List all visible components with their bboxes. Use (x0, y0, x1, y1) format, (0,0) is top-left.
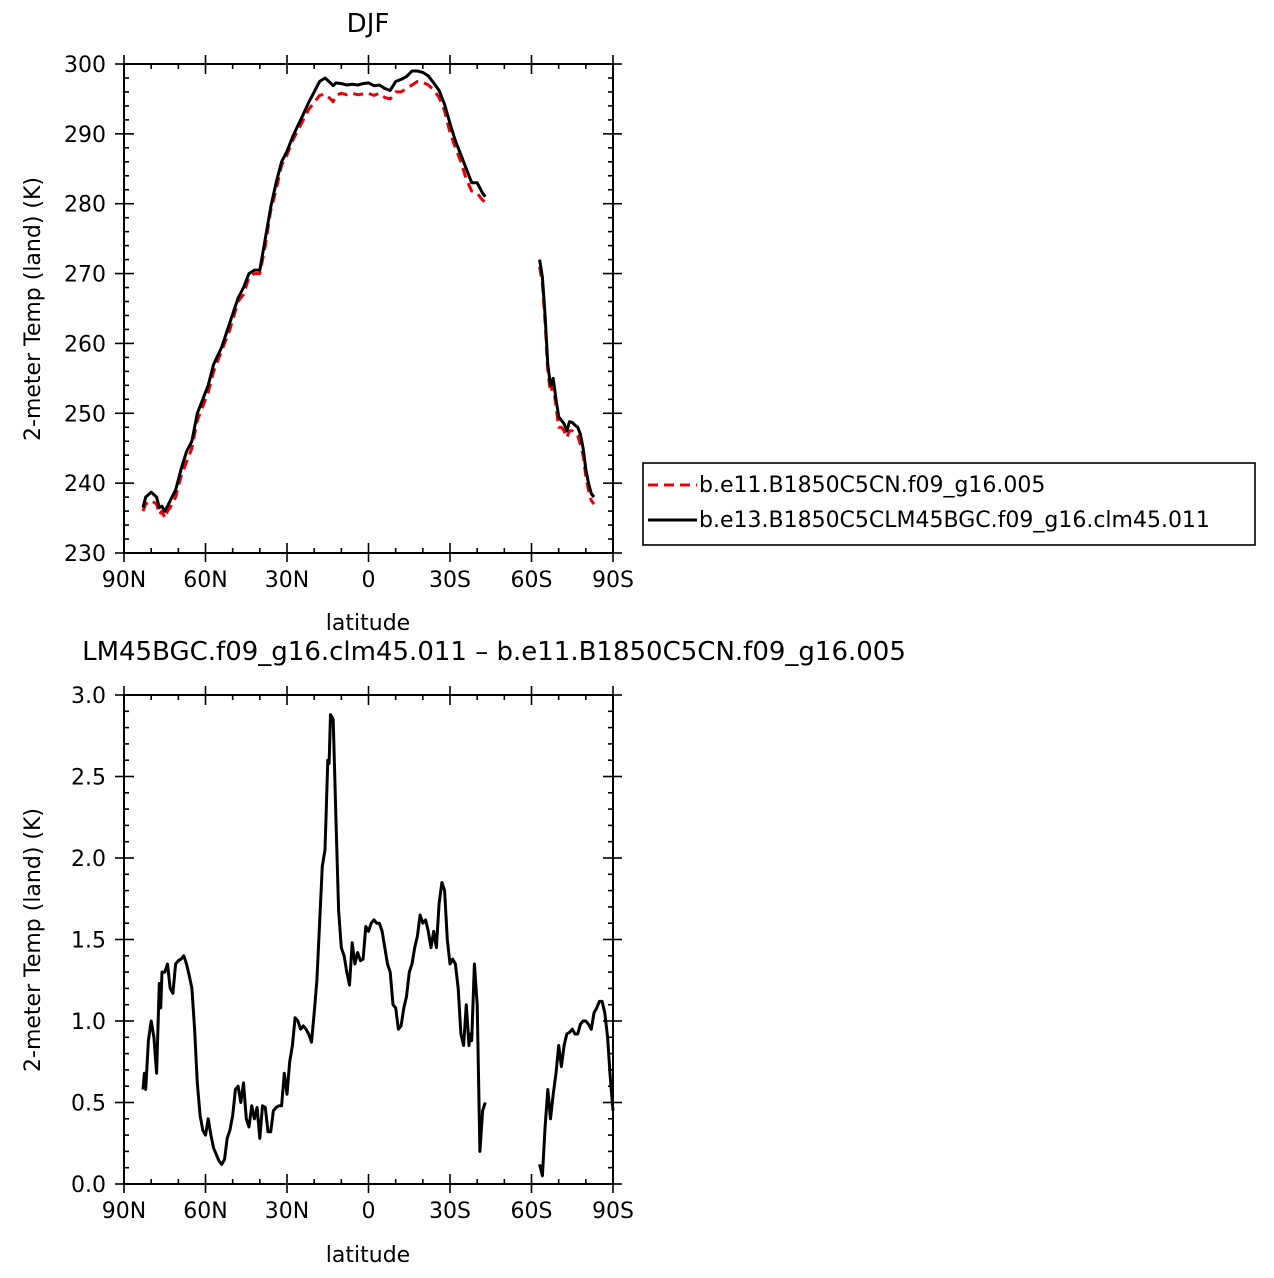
legend: b.e11.B1850C5CN.f09_g16.005 b.e13.B1850C… (642, 462, 1256, 546)
x-tick-label: 0 (362, 1199, 376, 1224)
chart-bottom-xlabel: latitude (326, 1243, 410, 1268)
series-line-bottom-0 (538, 999, 615, 1178)
series-line-bottom-0 (141, 713, 487, 1166)
x-tick-label: 30N (265, 1199, 309, 1224)
chart-bottom-title: LM45BGC.f09_g16.clm45.011 – b.e11.B1850C… (82, 637, 906, 667)
series-line-top-0 (141, 80, 487, 520)
legend-label-model-a: b.e11.B1850C5CN.f09_g16.005 (699, 473, 1045, 498)
chart-top-title: DJF (347, 9, 390, 39)
series-line-top-1 (538, 259, 596, 499)
y-tick-label: 2.0 (71, 847, 106, 872)
y-tick-label: 1.0 (71, 1010, 106, 1035)
x-tick-label: 90S (592, 1199, 634, 1224)
legend-label-model-b: b.e13.B1850C5CLM45BGC.f09_g16.clm45.011 (699, 508, 1210, 533)
x-tick-label: 30N (265, 568, 309, 593)
series-line-top-1 (141, 69, 487, 513)
y-tick-label: 270 (64, 263, 106, 288)
x-tick-label: 90N (102, 1199, 146, 1224)
y-tick-label: 260 (64, 332, 106, 357)
x-tick-label: 60N (183, 568, 227, 593)
x-tick-label: 30S (429, 1199, 471, 1224)
chart-bottom-frame (123, 694, 614, 1185)
chart-bottom-ticks: 90N 60N 30N 0 30S 60S 90S 0.0 0.5 1.0 1.5 2.0 2.5 3.0 (71, 684, 634, 1224)
x-tick-label: 60S (511, 1199, 553, 1224)
chart-bottom-ylabel: 2-meter Temp (land) (K) (21, 808, 46, 1072)
x-tick-label: 60N (183, 1199, 227, 1224)
chart-top-series (141, 69, 596, 520)
x-tick-label: 30S (429, 568, 471, 593)
y-tick-label: 240 (64, 472, 106, 497)
y-tick-label: 230 (64, 542, 106, 567)
y-tick-label: 290 (64, 123, 106, 148)
y-tick-label: 0.5 (71, 1092, 106, 1117)
x-tick-label: 90N (102, 568, 146, 593)
y-tick-label: 3.0 (71, 684, 106, 709)
y-tick-label: 1.5 (71, 929, 106, 954)
legend-box (642, 462, 1256, 546)
chart-bottom-series (141, 713, 615, 1178)
chart-top-xlabel: latitude (326, 611, 410, 636)
chart-bottom: LM45BGC.f09_g16.clm45.011 – b.e11.B1850C… (21, 637, 906, 1268)
chart-top: DJF 90N 60N 30N 0 30S 60S 90S 230 240 250 260 270 28… (21, 9, 634, 636)
x-tick-label: 0 (362, 568, 376, 593)
y-tick-label: 280 (64, 193, 106, 218)
y-tick-label: 300 (64, 53, 106, 78)
y-tick-label: 0.0 (71, 1173, 106, 1198)
chart-top-ylabel: 2-meter Temp (land) (K) (21, 177, 46, 441)
y-tick-label: 2.5 (71, 766, 106, 791)
chart-top-frame (123, 63, 614, 554)
x-tick-label: 90S (592, 568, 634, 593)
chart-top-ticks: 90N 60N 30N 0 30S 60S 90S 230 240 250 260 270 280 290… (64, 53, 634, 593)
y-tick-label: 250 (64, 402, 106, 427)
x-tick-label: 60S (511, 568, 553, 593)
